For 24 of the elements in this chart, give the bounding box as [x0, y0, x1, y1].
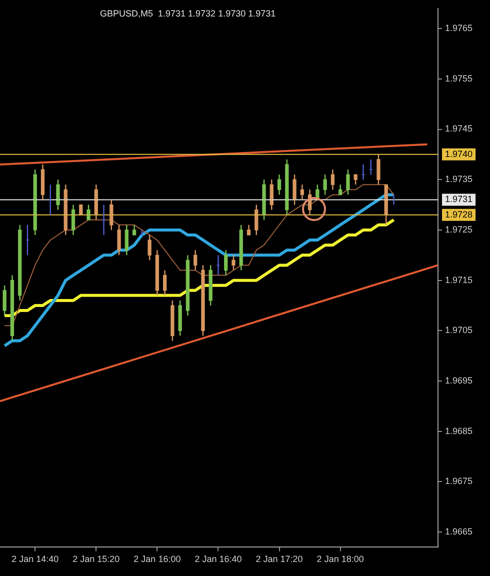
y-tick-label: 1.9765: [445, 23, 473, 34]
candlestick: [369, 158, 373, 176]
x-tick-label: 2 Jan 14:40: [12, 554, 59, 564]
y-tick-label: 1.9745: [445, 124, 473, 134]
y-tick-label: 1.9695: [445, 376, 473, 386]
y-tick-label: 1.9675: [445, 476, 473, 486]
ref-line-label: 1.9728: [445, 209, 473, 220]
y-tick-label: 1.9735: [445, 174, 473, 184]
y-tick-label: 1.9705: [445, 325, 473, 336]
y-tick-label: 1.9665: [445, 526, 473, 537]
x-tick-label: 2 Jan 16:40: [194, 554, 242, 564]
candlestick: [79, 204, 83, 216]
chart-title: GBPUSD,M5 1.9731 1.9732 1.9730 1.9731: [100, 8, 276, 18]
x-tick-label: 2 Jan 16:00: [134, 554, 181, 564]
y-tick-label: 1.9755: [445, 73, 473, 84]
ref-line-label: 1.9731: [445, 194, 473, 204]
x-tick-label: 2 Jan 17:20: [256, 554, 303, 564]
x-tick-label: 2 Jan 18:00: [316, 554, 364, 564]
ref-line-label: 1.9740: [445, 148, 473, 159]
candlestick: [26, 224, 30, 256]
y-tick-label: 1.9725: [445, 224, 473, 234]
x-tick-label: 2 Jan 15:20: [72, 554, 120, 564]
y-tick-label: 1.9685: [445, 426, 473, 436]
y-tick-label: 1.9715: [445, 274, 473, 285]
